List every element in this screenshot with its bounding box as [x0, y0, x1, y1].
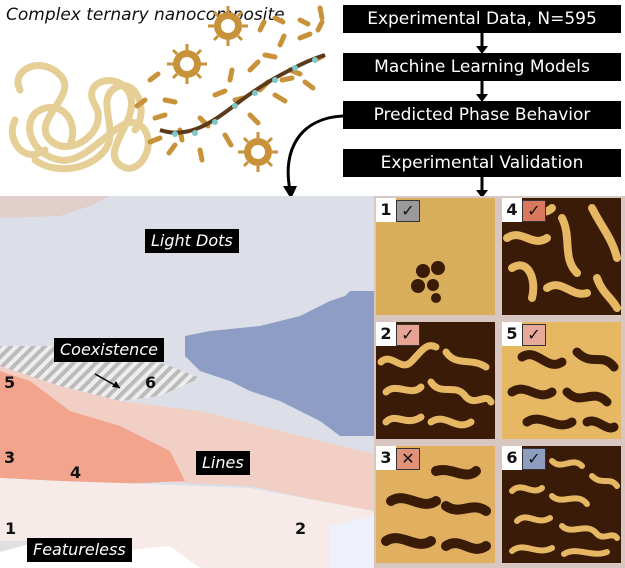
afm-tile-3: 3 ✕: [376, 446, 495, 563]
label-featureless: Featureless: [27, 538, 132, 562]
afm-tile-5: 5 ✓: [502, 322, 621, 439]
flow-step-experimental-data: Experimental Data, N=595: [343, 5, 621, 33]
phase-map: [0, 196, 374, 568]
lines-salmon-region: [0, 371, 185, 484]
label-light-dots: Light Dots: [145, 229, 239, 253]
afm-tile-2: 2 ✓: [376, 322, 495, 439]
polymer-coil-icon: [8, 62, 152, 173]
dark-dots-region: [185, 291, 374, 436]
map-point-6: 6: [145, 373, 157, 392]
check-icon: ✓: [396, 200, 420, 222]
tile-number: 6: [502, 446, 522, 470]
polymer-chain-icon: [159, 53, 326, 135]
flow-step-validation: Experimental Validation: [343, 149, 621, 177]
map-point-5: 5: [4, 373, 16, 392]
tile-number: 5: [502, 322, 522, 346]
check-icon: ✓: [396, 324, 420, 346]
nanocomposite-illustration: [8, 5, 326, 173]
map-point-3: 3: [4, 448, 16, 467]
tile-number: 4: [502, 198, 522, 222]
flow-step-ml-models: Machine Learning Models: [343, 53, 621, 81]
label-coexistence: Coexistence: [54, 338, 164, 362]
afm-tile-6: 6 ✓: [502, 446, 621, 563]
cross-icon: ✕: [396, 448, 420, 470]
tile-number: 2: [376, 322, 396, 346]
check-icon: ✓: [522, 200, 546, 222]
map-point-4: 4: [70, 463, 82, 482]
tile-number: 1: [376, 198, 396, 222]
sun-particle-icon: [173, 12, 272, 166]
figure-title: Complex ternary nanocomposite: [6, 5, 285, 25]
tile-number: 3: [376, 446, 396, 470]
map-point-2: 2: [295, 519, 307, 538]
check-icon: ✓: [522, 448, 546, 470]
afm-tile-1: 1 ✓: [376, 198, 495, 315]
label-lines: Lines: [196, 451, 250, 475]
map-point-1: 1: [5, 519, 17, 538]
afm-tile-4: 4 ✓: [502, 198, 621, 315]
flow-step-predicted-phase: Predicted Phase Behavior: [343, 101, 621, 129]
coexistence-region: [0, 346, 200, 401]
check-icon: ✓: [522, 324, 546, 346]
